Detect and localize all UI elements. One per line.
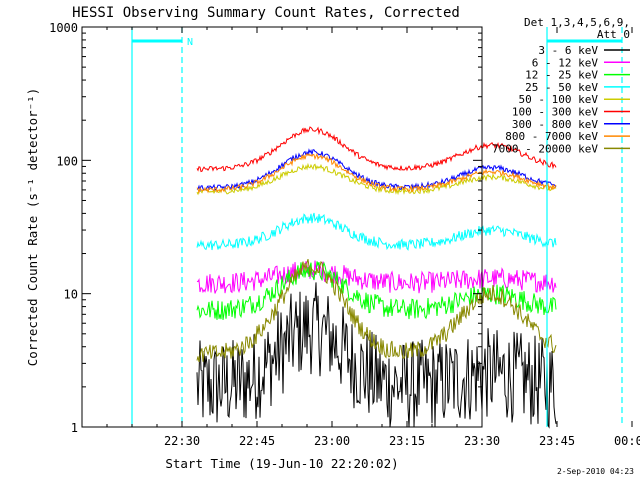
footer-date: 2-Sep-2010 04:23 (557, 467, 634, 476)
x-axis-label: Start Time (19-Jun-10 22:20:02) (165, 456, 398, 471)
x-tick-label: 23:15 (389, 434, 425, 448)
series-line (196, 152, 557, 195)
series-line (196, 260, 557, 294)
night-marker-label: N (187, 37, 193, 48)
y-tick-label: 1000 (49, 21, 78, 35)
legend-label: 7000 - 20000 keV (492, 142, 598, 155)
legend-label: 300 - 800 keV (512, 118, 598, 131)
axes: 22:30 22:45 23:00 23:15 23:30 23:45 00:00 1 10 10… (49, 21, 640, 448)
y-tick-label: 1 (71, 421, 78, 435)
chart-title: HESSI Observing Summary Count Rates, Cor… (72, 5, 460, 21)
legend-title-line-1: Det 1,3,4,5,6,9, (524, 16, 630, 29)
series-line (196, 258, 557, 362)
series-line (196, 212, 557, 251)
legend-title-line-2: Att 0 (597, 28, 630, 41)
legend-label: 3 - 6 keV (538, 44, 598, 57)
series-line (196, 261, 557, 320)
x-tick-label: 23:00 (314, 434, 350, 448)
x-tick-label: 23:45 (539, 434, 575, 448)
y-axis-label: Corrected Count Rate (s⁻¹ detector⁻¹) (25, 88, 40, 366)
legend-label: 50 - 100 keV (519, 93, 599, 106)
legend-label: 800 - 7000 keV (505, 130, 598, 143)
x-tick-label: 00:00 (614, 434, 640, 448)
series-line (196, 282, 557, 429)
night-markers: N (131, 27, 623, 427)
y-tick-label: 10 (64, 288, 78, 302)
legend-label: 25 - 50 keV (525, 81, 598, 94)
legend-label: 6 - 12 keV (532, 56, 599, 69)
legend-label: 12 - 25 keV (525, 69, 598, 82)
legend-label: 100 - 300 keV (512, 106, 598, 119)
y-tick-label: 100 (56, 154, 78, 168)
x-tick-label: 22:45 (239, 434, 275, 448)
x-tick-label: 22:30 (164, 434, 200, 448)
series-line (196, 126, 557, 173)
series-line (196, 162, 557, 196)
series-traces (196, 126, 557, 429)
x-tick-label: 23:30 (464, 434, 500, 448)
